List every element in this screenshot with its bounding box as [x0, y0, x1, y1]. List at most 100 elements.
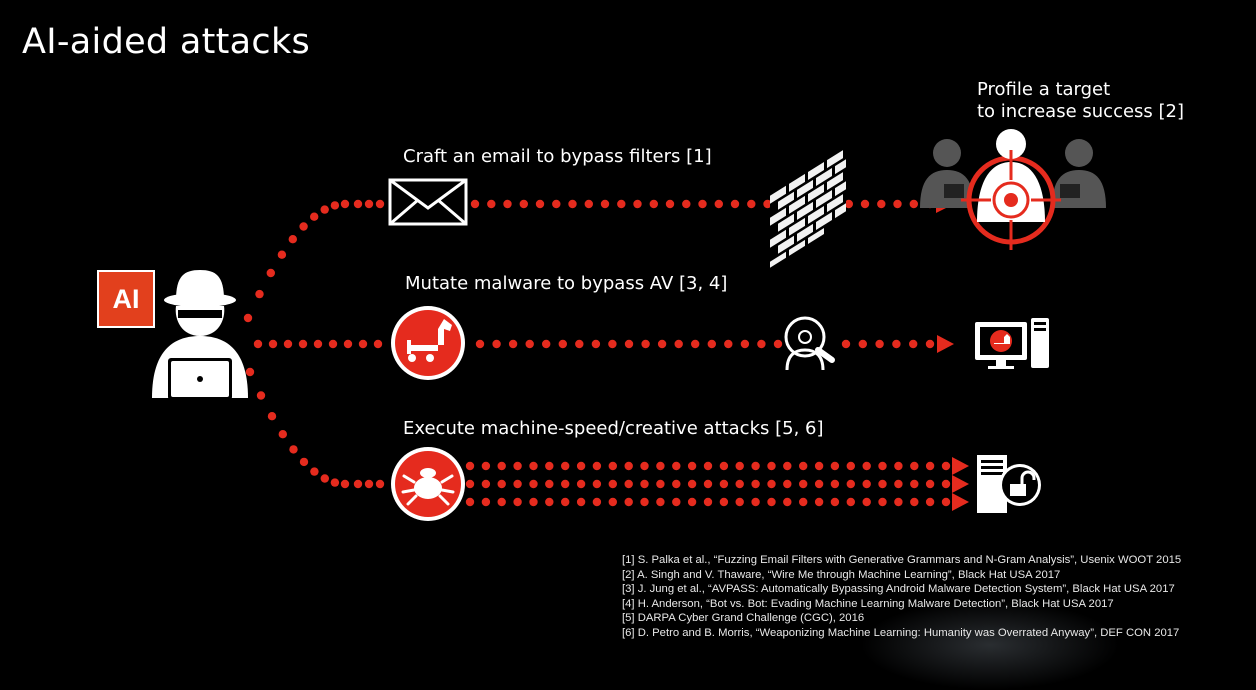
path-dot-malware [641, 339, 650, 349]
path-dot-exec [624, 479, 633, 489]
path-dot-malware [691, 339, 700, 349]
path-dot-exec [799, 497, 808, 507]
path-dot-email [330, 201, 340, 210]
path-dot-email [535, 199, 545, 209]
path-dot-exec [353, 479, 363, 489]
path-dot-exec [608, 461, 617, 471]
path-dot-exec [576, 479, 586, 489]
path-dot-exec [910, 497, 919, 507]
path-dot-exec [799, 479, 808, 489]
path-dot-exec [656, 479, 665, 489]
path-dot-exec [310, 467, 319, 476]
path-dot-email [353, 199, 363, 209]
path-dot-exec [289, 445, 298, 454]
path-dot-exec [910, 461, 919, 471]
path-dot-malware [575, 339, 584, 349]
path-dot-email [503, 199, 512, 209]
path-dot-email [877, 199, 886, 209]
path-dot-email [600, 199, 610, 209]
path-dot-exec [497, 461, 506, 471]
path-dot-exec [941, 479, 951, 489]
path-dot-exec [751, 479, 760, 489]
page-title: AI-aided attacks [22, 22, 311, 62]
infected-computer-icon [975, 318, 1049, 369]
path-dot-email [568, 199, 577, 209]
path-dot-exec [561, 461, 570, 471]
path-dot-exec [545, 461, 554, 471]
path-dot-malware [909, 339, 918, 349]
reference-item: [6] D. Petro and B. Morris, “Weaponizing… [622, 626, 1180, 639]
path-dot-exec [592, 479, 602, 489]
path-dot-exec [561, 497, 570, 507]
path-dot-exec [751, 461, 760, 471]
path-dot-malware [841, 339, 851, 349]
path-dot-exec [497, 497, 506, 507]
path-dot-exec [687, 479, 697, 489]
path-dot-malware [608, 339, 617, 349]
path-dot-exec [862, 479, 871, 489]
path-dot-malware [740, 339, 750, 349]
path-dot-exec [320, 474, 329, 483]
path-dot-malware [283, 339, 293, 349]
path-dot-exec [656, 497, 665, 507]
path-dot-malware [724, 339, 733, 349]
path-dot-exec [894, 497, 903, 507]
arrowhead-malware [937, 335, 954, 353]
path-dot-exec [465, 461, 475, 471]
path-dot-malware [328, 339, 338, 349]
path-dot-exec [846, 497, 855, 507]
unlocked-server-icon [977, 455, 1041, 513]
hacker-icon [152, 270, 248, 400]
path-dot-exec [481, 461, 491, 471]
path-dot-exec [814, 479, 824, 489]
path-dot-exec [862, 497, 871, 507]
path-dot-malware [358, 339, 368, 349]
path-dot-malware [707, 339, 716, 349]
arrowhead-exec-1 [952, 457, 969, 475]
path-dot-exec [751, 497, 760, 507]
reference-item: [3] J. Jung et al., “AVPASS: Automatical… [622, 583, 1175, 596]
path-dot-email [698, 199, 707, 209]
path-dot-email [288, 235, 297, 244]
path-dot-email [682, 199, 691, 209]
path-dot-exec [545, 497, 554, 507]
path-dot-exec [497, 479, 506, 489]
bug-icon [391, 447, 465, 521]
path-dot-email [893, 199, 902, 209]
path-dot-exec [878, 461, 887, 471]
path-dot-exec [592, 461, 602, 471]
path-dot-malware [298, 339, 308, 349]
path-dot-exec [465, 479, 475, 489]
execute-path-label: Execute machine-speed/creative attacks [… [403, 418, 824, 439]
path-dot-exec [703, 479, 713, 489]
path-dot-email [730, 199, 740, 209]
path-dot-exec [608, 479, 617, 489]
path-dot-exec [672, 497, 681, 507]
path-dot-exec [576, 461, 586, 471]
path-dot-email [860, 199, 870, 209]
path-dot-email [665, 199, 675, 209]
path-dot-email [266, 268, 275, 278]
path-dot-exec [878, 479, 887, 489]
path-dot-email [277, 250, 287, 259]
path-dot-malware [591, 339, 601, 349]
path-dot-exec [783, 461, 792, 471]
path-dot-exec [481, 479, 491, 489]
path-dot-exec [545, 479, 554, 489]
path-dot-email [649, 199, 658, 209]
path-dot-exec [894, 461, 903, 471]
path-dot-email [714, 199, 723, 209]
reference-item: [1] S. Palka et al., “Fuzzing Email Filt… [622, 554, 1182, 566]
reference-item: [5] DARPA Cyber Grand Challenge (CGC), 2… [622, 612, 865, 625]
path-dot-exec [767, 479, 776, 489]
path-dot-exec [465, 497, 475, 507]
path-dot-exec [735, 497, 744, 507]
path-dot-exec [846, 479, 855, 489]
path-dot-exec [703, 497, 713, 507]
arrowheads [936, 195, 969, 511]
path-dot-exec [894, 479, 903, 489]
path-dot-malware [624, 339, 634, 349]
path-dot-email [340, 199, 350, 209]
path-dot-malware [268, 339, 278, 349]
path-dot-exec [608, 497, 617, 507]
